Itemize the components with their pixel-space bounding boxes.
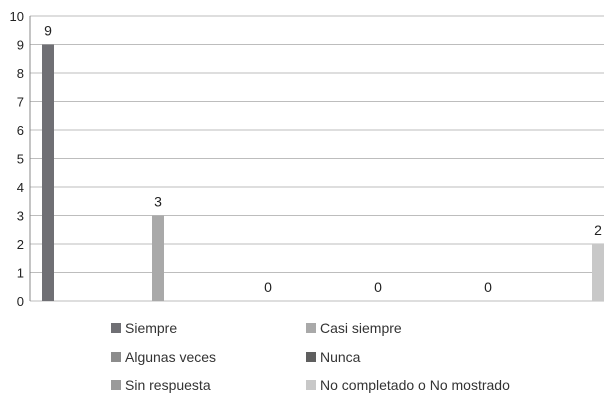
legend-swatch — [306, 323, 316, 333]
bar — [42, 44, 54, 301]
y-tick-label: 0 — [17, 294, 24, 309]
legend: Siempre Casi siempre Algunas veces Nunca Sin… — [111, 320, 510, 393]
y-tick-label: 5 — [17, 152, 24, 167]
legend-swatch — [306, 380, 316, 390]
y-tick-label: 2 — [17, 237, 24, 252]
y-tick-label: 3 — [17, 209, 24, 224]
legend-swatch — [111, 323, 121, 333]
legend-swatch — [111, 352, 121, 362]
legend-label: Casi siempre — [320, 320, 402, 336]
y-axis: 0 1 2 3 4 5 6 7 8 9 10 — [10, 9, 31, 309]
bar — [592, 244, 604, 301]
y-tick-label: 6 — [17, 123, 24, 138]
legend-label: Siempre — [125, 320, 177, 336]
y-tick-label: 4 — [17, 180, 24, 195]
legend-swatch — [111, 380, 121, 390]
data-label: 0 — [484, 279, 492, 295]
data-label: 2 — [594, 222, 602, 238]
bar — [152, 215, 164, 301]
data-label: 0 — [374, 279, 382, 295]
data-labels: 9 3 0 0 0 2 — [44, 23, 602, 296]
y-tick-label: 8 — [17, 66, 24, 81]
legend-label: Sin respuesta — [125, 377, 211, 393]
y-tick-label: 9 — [17, 38, 24, 53]
legend-label: Nunca — [320, 349, 361, 365]
gridlines — [30, 15, 604, 302]
y-tick-label: 1 — [17, 266, 24, 281]
data-label: 9 — [44, 23, 52, 39]
legend-label: Algunas veces — [125, 349, 216, 365]
y-tick-label: 7 — [17, 95, 24, 110]
bars — [42, 44, 604, 301]
data-label: 0 — [264, 279, 272, 295]
y-tick-label: 10 — [10, 9, 24, 24]
legend-swatch — [306, 352, 316, 362]
legend-label: No completado o No mostrado — [320, 377, 510, 393]
data-label: 3 — [154, 194, 162, 210]
